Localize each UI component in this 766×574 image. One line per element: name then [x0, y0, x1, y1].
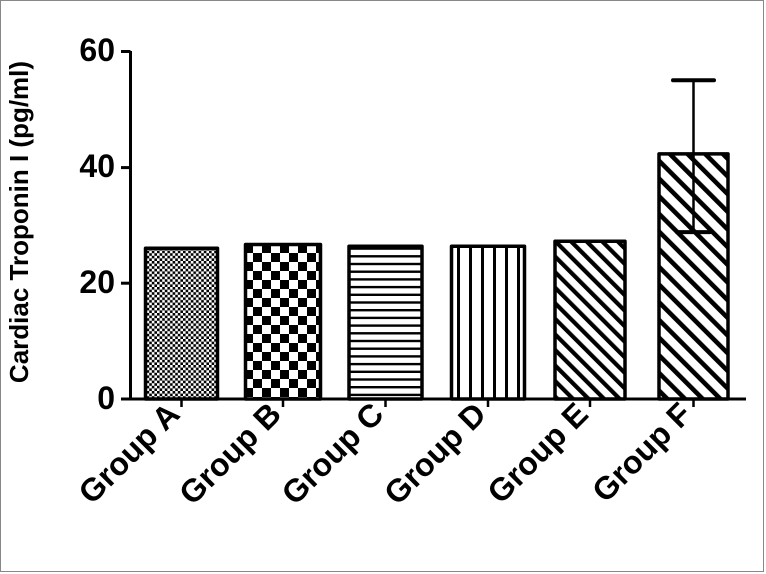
svg-text:0: 0	[97, 380, 115, 416]
svg-text:60: 60	[79, 32, 115, 68]
svg-text:Group B: Group B	[172, 395, 288, 511]
svg-text:Group F: Group F	[585, 395, 698, 508]
svg-text:Group D: Group D	[377, 395, 493, 511]
svg-text:20: 20	[79, 264, 115, 300]
svg-text:Group E: Group E	[480, 395, 595, 510]
svg-text:40: 40	[79, 148, 115, 184]
svg-text:Cardiac Troponin I (pg/ml): Cardiac Troponin I (pg/ml)	[4, 61, 34, 383]
svg-text:Group A: Group A	[71, 395, 186, 510]
svg-text:Group C: Group C	[274, 395, 390, 511]
